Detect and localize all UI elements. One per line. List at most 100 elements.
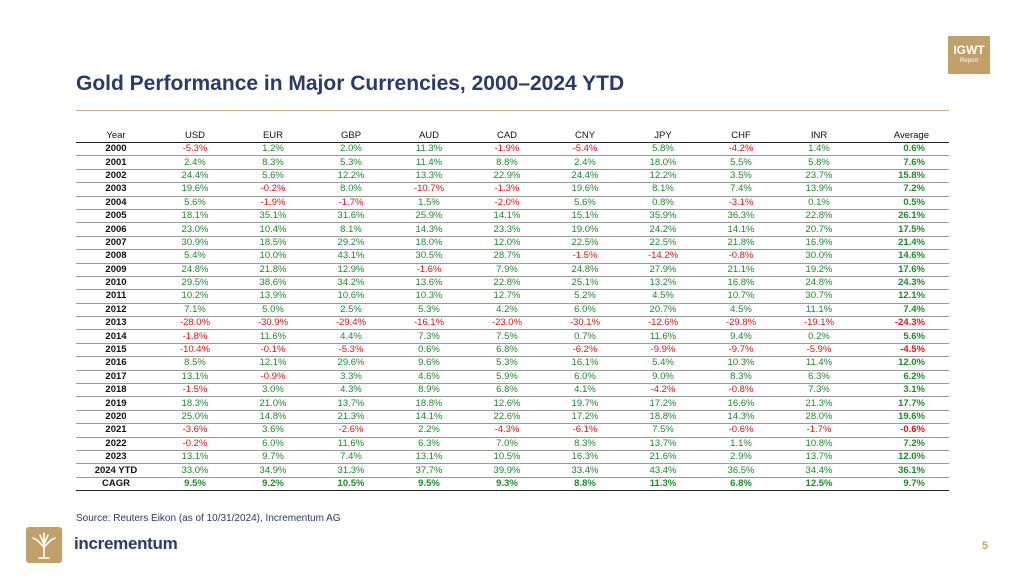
value-cell: 11.3% (390, 142, 468, 157)
value-cell: -5.3% (156, 142, 234, 157)
value-cell: 20.7% (624, 303, 702, 318)
year-cell: 2014 (76, 329, 156, 344)
value-cell: 11.4% (390, 155, 468, 170)
value-cell: 0.6% (390, 343, 468, 358)
value-cell: -1.3% (468, 182, 546, 197)
year-cell: 2008 (76, 249, 156, 264)
value-cell: 10.5% (312, 477, 390, 492)
value-cell: 13.3% (390, 169, 468, 184)
value-cell: 13.9% (234, 289, 312, 304)
average-cell: -4.5% (858, 343, 949, 358)
value-cell: -3.1% (702, 196, 780, 210)
value-cell: 7.4% (312, 450, 390, 465)
value-cell: 6.8% (702, 477, 780, 492)
value-cell: 2.9% (702, 450, 780, 465)
slide-title: Gold Performance in Major Currencies, 20… (76, 72, 625, 95)
value-cell: 4.5% (624, 289, 702, 304)
value-cell: 21.6% (624, 450, 702, 465)
value-cell: 30.7% (780, 289, 858, 304)
year-cell: 2007 (76, 236, 156, 251)
year-cell: 2023 (76, 450, 156, 465)
value-cell: 18.8% (390, 396, 468, 411)
value-cell: 10.3% (390, 289, 468, 304)
value-cell: 34.9% (234, 463, 312, 478)
value-cell: 4.6% (390, 370, 468, 385)
value-cell: 23.3% (468, 222, 546, 237)
table-row: 2014 -1.8% 11.6% 4.4% 7.3% 7.5% 0.7% 11.6% 9.4% 0… (76, 329, 949, 344)
value-cell: 23.0% (156, 222, 234, 237)
average-cell: 17.6% (858, 263, 949, 277)
value-cell: 9.2% (234, 477, 312, 492)
average-cell: -24.3% (858, 316, 949, 331)
value-cell: 20.7% (780, 222, 858, 237)
value-cell: -30.9% (234, 316, 312, 331)
average-cell: -0.6% (858, 423, 949, 438)
value-cell: 5.2% (546, 289, 624, 304)
value-cell: -0.8% (702, 383, 780, 398)
value-cell: 13.7% (312, 396, 390, 411)
value-cell: 22.5% (624, 236, 702, 251)
value-cell: 6.0% (234, 437, 312, 451)
value-cell: 29.6% (312, 356, 390, 371)
value-cell: 11.1% (780, 303, 858, 318)
year-cell: 2017 (76, 370, 156, 385)
value-cell: 18.3% (156, 396, 234, 411)
table-row: 2007 30.9% 18.5% 29.2% 18.0% 12.0% 22.5% 22.5% 2… (76, 236, 949, 251)
value-cell: 24.8% (780, 276, 858, 291)
badge-title: IGWT (953, 43, 985, 57)
value-cell: 0.1% (780, 196, 858, 210)
value-cell: 18.0% (624, 155, 702, 170)
value-cell: 13.2% (624, 276, 702, 291)
table-row: 2011 10.2% 13.9% 10.6% 10.3% 12.7% 5.2% 4.5% 10.… (76, 289, 949, 304)
value-cell: 10.8% (780, 437, 858, 451)
value-cell: 5.6% (156, 196, 234, 210)
average-cell: 12.1% (858, 289, 949, 304)
value-cell: 22.8% (780, 209, 858, 224)
table-row: 2004 5.6% -1.9% -1.7% 1.5% -2.0% 5.6% 0.8% -3.1%… (76, 196, 949, 210)
year-cell: 2018 (76, 383, 156, 398)
table-row: 2008 5.4% 10.0% 43.1% 30.5% 28.7% -1.5% -14.2% -… (76, 249, 949, 264)
value-cell: 8.9% (390, 383, 468, 398)
value-cell: 16.6% (702, 396, 780, 411)
value-cell: 43.1% (312, 249, 390, 264)
value-cell: 11.4% (780, 356, 858, 371)
value-cell: 5.6% (546, 196, 624, 210)
value-cell: -1.7% (780, 423, 858, 438)
value-cell: 4.1% (546, 383, 624, 398)
value-cell: 13.9% (780, 182, 858, 197)
table-row: 2003 19.6% -0.2% 8.0% -10.7% -1.3% 19.6% 8.1% 7.… (76, 182, 949, 197)
value-cell: 24.4% (156, 169, 234, 184)
table-row: 2012 7.1% 5.0% 2.5% 5.3% 4.2% 6.0% 20.7% 4.5% 11.… (76, 303, 949, 318)
year-cell: CAGR (76, 477, 156, 492)
value-cell: 12.7% (468, 289, 546, 304)
value-cell: 12.1% (234, 356, 312, 371)
value-cell: 19.6% (156, 182, 234, 197)
value-cell: 38.6% (234, 276, 312, 291)
value-cell: -10.4% (156, 343, 234, 358)
column-header: JPY (624, 128, 702, 143)
value-cell: -6.2% (546, 343, 624, 358)
value-cell: 19.2% (780, 263, 858, 277)
year-cell: 2021 (76, 423, 156, 438)
value-cell: 19.7% (546, 396, 624, 411)
value-cell: -23.0% (468, 316, 546, 331)
value-cell: 12.0% (468, 236, 546, 251)
column-header: CHF (702, 128, 780, 143)
value-cell: 14.1% (468, 209, 546, 224)
year-cell: 2013 (76, 316, 156, 331)
value-cell: 19.0% (546, 222, 624, 237)
value-cell: 4.3% (312, 383, 390, 398)
table-row: 2017 13.1% -0.9% 3.3% 4.6% 5.9% 6.0% 9.0% 8.3% 6.… (76, 370, 949, 385)
table-row: 2019 18.3% 21.0% 13.7% 18.8% 12.6% 19.7% 17.2% 1… (76, 396, 949, 411)
value-cell: -16.1% (390, 316, 468, 331)
value-cell: 31.6% (312, 209, 390, 224)
value-cell: 14.1% (390, 410, 468, 425)
year-cell: 2024 YTD (76, 463, 156, 478)
value-cell: -14.2% (624, 249, 702, 264)
table-row: 2023 13.1% 9.7% 7.4% 13.1% 10.5% 16.3% 21.6% 2.9… (76, 450, 949, 465)
year-cell: 2020 (76, 410, 156, 425)
table-row: 2002 24.4% 5.6% 12.2% 13.3% 22.9% 24.4% 12.2% 3.… (76, 169, 949, 184)
value-cell: 21.1% (702, 263, 780, 277)
average-cell: 17.5% (858, 222, 949, 237)
incrementum-logo-text: incrementum (74, 534, 178, 553)
